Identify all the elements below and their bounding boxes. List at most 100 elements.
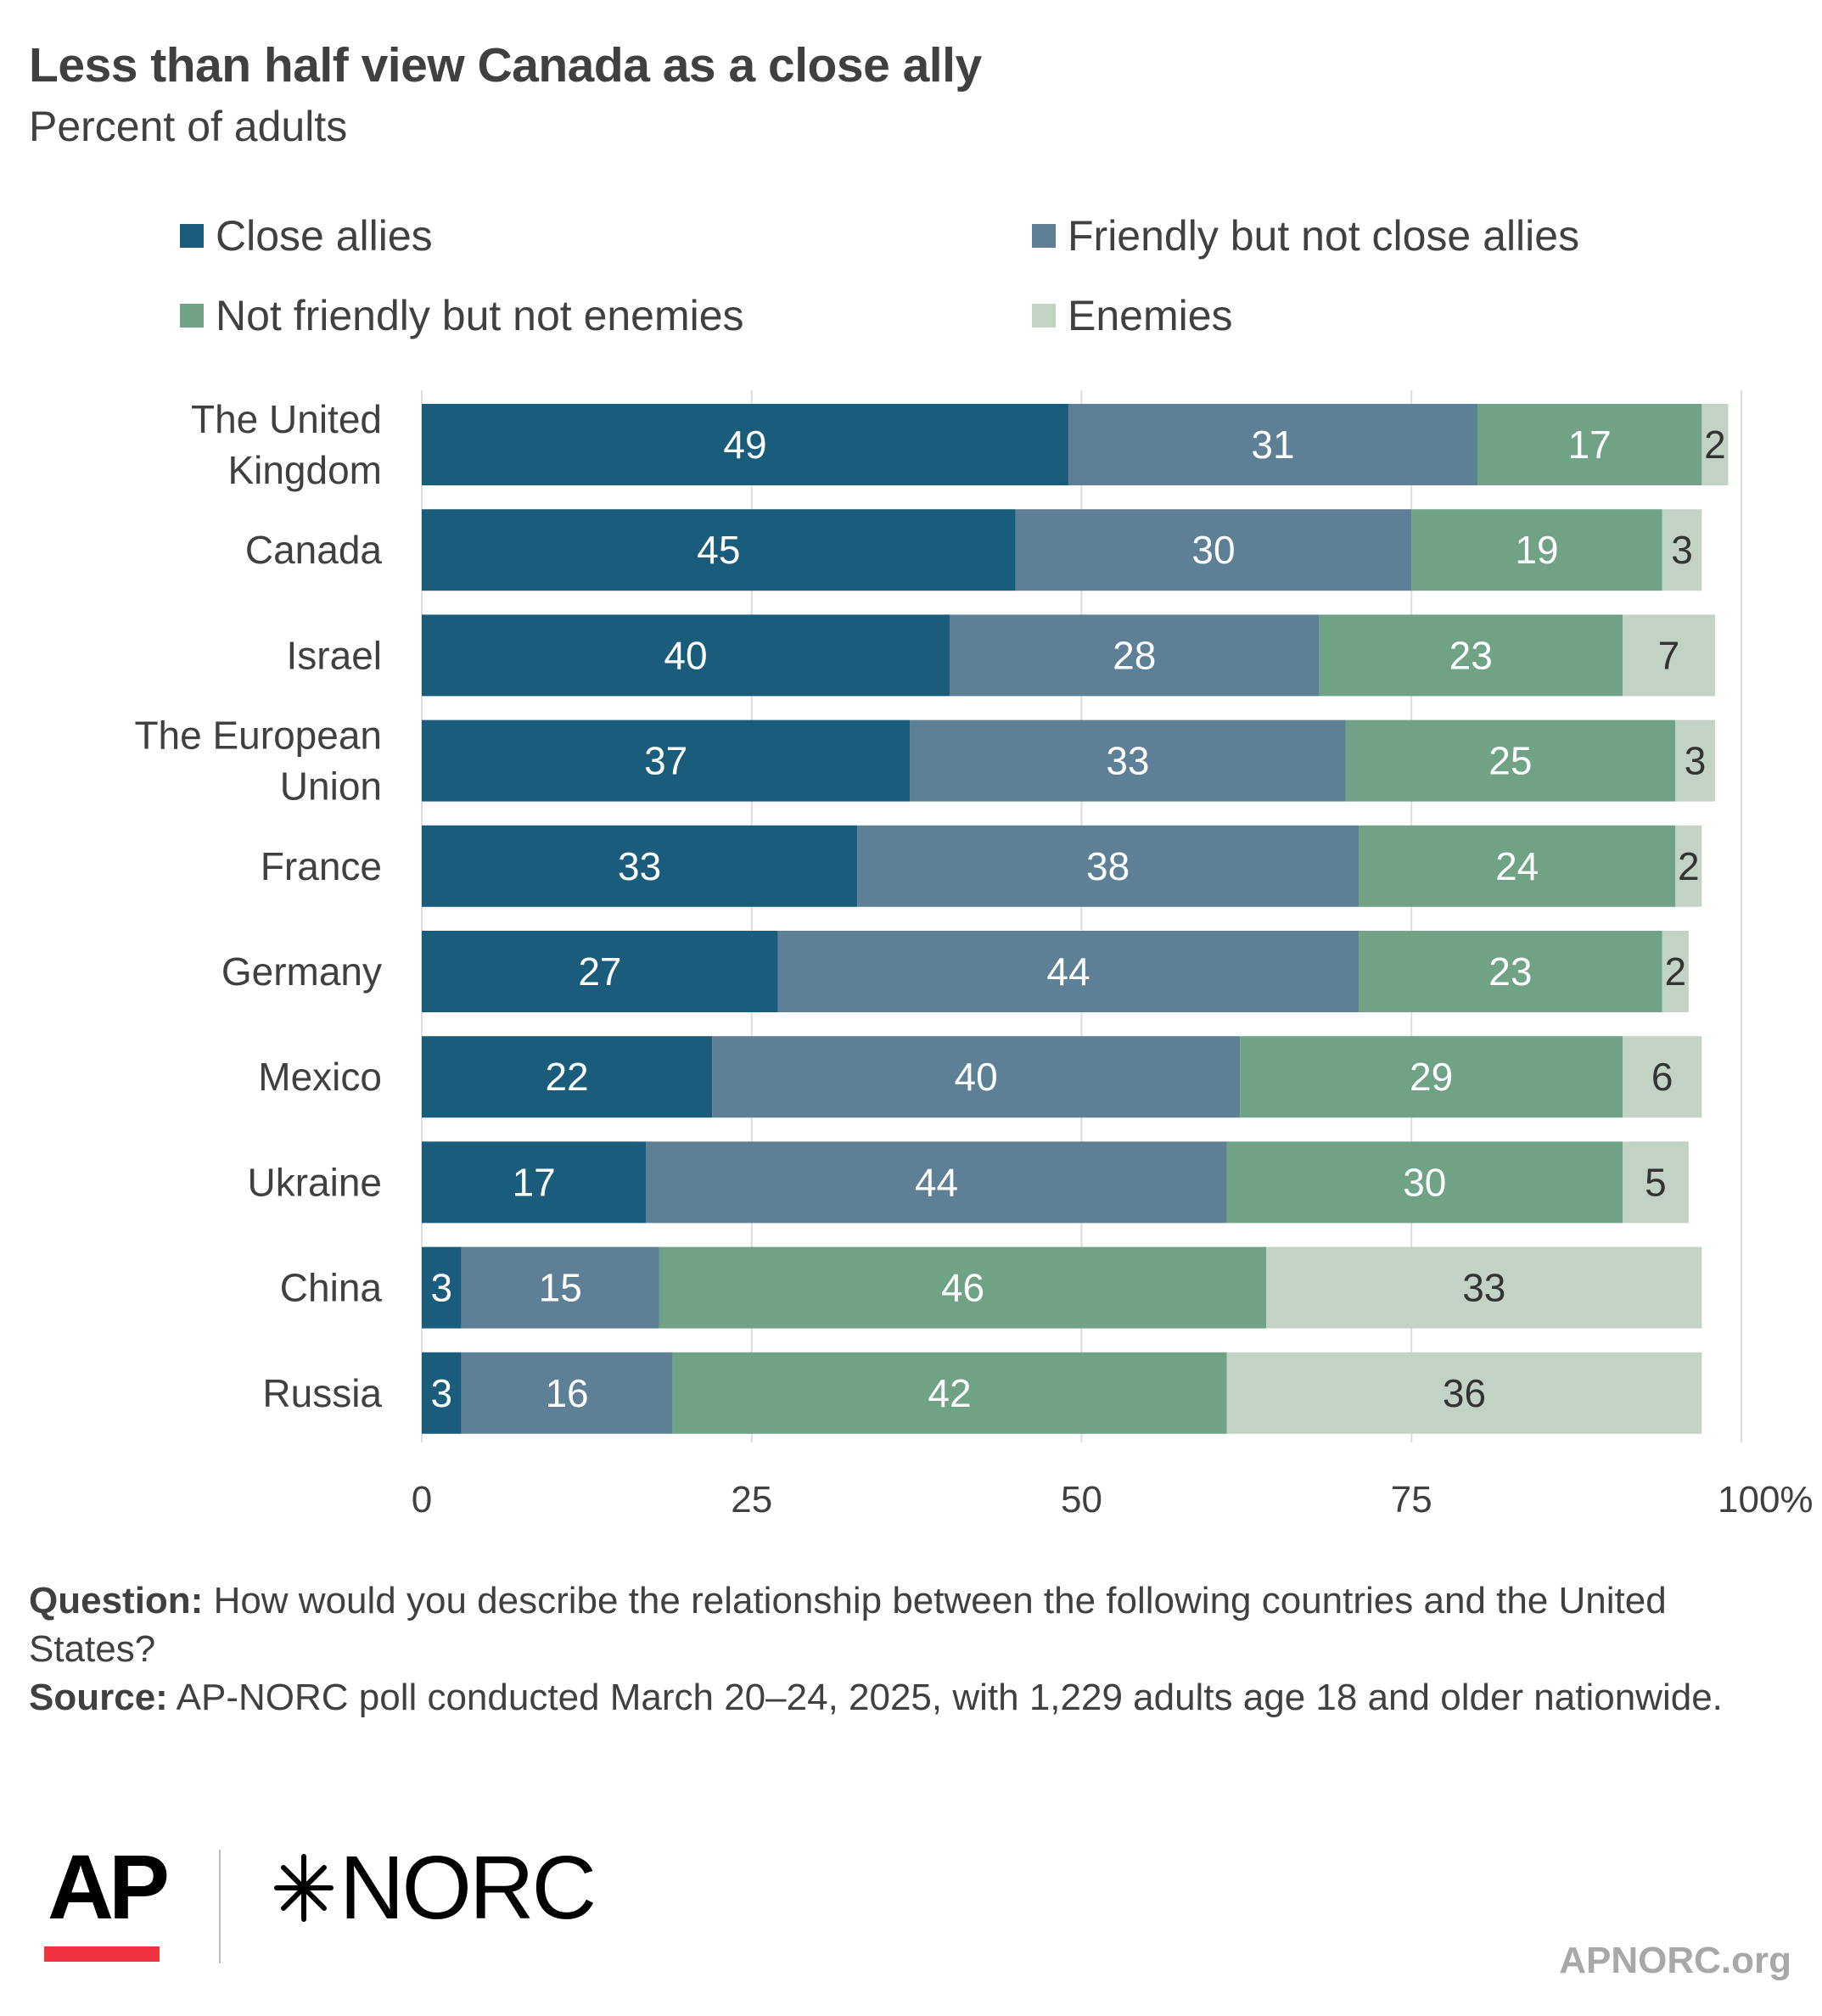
bar-segment <box>1623 1036 1702 1118</box>
data-label: 40 <box>955 1055 998 1099</box>
bar-segment <box>1477 404 1702 485</box>
category-label: Russia <box>262 1371 382 1415</box>
bar-segment <box>422 1352 462 1434</box>
bar-segment <box>1675 720 1715 802</box>
ap-logo: AP <box>48 1835 170 1938</box>
chart-title: Less than half view Canada as a close al… <box>29 38 982 92</box>
data-label: 33 <box>1462 1266 1505 1310</box>
legend-label: Friendly but not close allies <box>1068 212 1580 260</box>
data-label: 40 <box>664 633 707 677</box>
legend-item-not-friendly: Not friendly but not enemies <box>180 290 744 341</box>
bar-segment <box>1226 1352 1702 1434</box>
data-label: 19 <box>1515 528 1558 572</box>
question-label: Question: <box>29 1580 204 1621</box>
bar-segment <box>461 1246 659 1329</box>
data-label: 3 <box>431 1266 453 1310</box>
category-label: Union <box>280 764 382 809</box>
bar-segment <box>422 720 911 802</box>
data-label: 3 <box>431 1371 453 1415</box>
category-label: The European <box>134 714 382 758</box>
data-label: 2 <box>1664 949 1686 994</box>
x-tick-label: 25 <box>731 1479 772 1520</box>
data-label: 3 <box>1685 739 1707 783</box>
source-note: Source: AP-NORC poll conducted March 20–… <box>29 1673 1777 1722</box>
data-label: 23 <box>1449 633 1493 677</box>
legend-label: Not friendly but not enemies <box>216 292 744 339</box>
data-label: 29 <box>1410 1055 1453 1099</box>
site-url: APNORC.org <box>1559 1940 1791 1981</box>
bar-segment <box>1662 931 1689 1012</box>
data-label: 23 <box>1488 949 1532 994</box>
data-label: 27 <box>578 949 621 994</box>
data-label: 16 <box>545 1371 588 1415</box>
source-label: Source: <box>29 1677 168 1718</box>
bar-segment <box>712 1036 1241 1118</box>
question-note: Question: How would you describe the rel… <box>29 1576 1777 1673</box>
data-label: 24 <box>1495 844 1539 888</box>
bar-segment <box>422 1246 462 1329</box>
source-text: AP-NORC poll conducted March 20–24, 2025… <box>176 1677 1723 1718</box>
footnote: Question: How would you describe the rel… <box>29 1576 1777 1722</box>
data-label: 28 <box>1113 633 1156 677</box>
category-label: Germany <box>221 949 382 994</box>
category-label: Israel <box>287 633 382 677</box>
legend-swatch <box>1032 304 1056 328</box>
legend-swatch <box>1032 224 1056 248</box>
logo-divider <box>219 1850 221 1963</box>
question-text: How would you describe the relationship … <box>29 1580 1667 1670</box>
legend-item-enemies: Enemies <box>1032 290 1233 341</box>
bar-segment <box>1068 404 1477 485</box>
legend-swatch <box>180 304 204 328</box>
data-label: 38 <box>1086 844 1130 888</box>
bar-segment <box>1675 825 1702 907</box>
category-label: Mexico <box>258 1055 382 1099</box>
bar-segment <box>1359 931 1662 1012</box>
bar-segment <box>1319 614 1623 697</box>
bar-segment <box>422 1036 713 1118</box>
bar-segment <box>1701 404 1729 485</box>
bar-segment <box>672 1352 1227 1434</box>
bar-segment <box>422 614 950 697</box>
bar-segment <box>422 404 1068 485</box>
data-label: 30 <box>1403 1160 1446 1204</box>
data-label: 3 <box>1671 528 1693 572</box>
data-label: 42 <box>928 1371 971 1415</box>
bar-segment <box>1015 509 1412 591</box>
category-label: China <box>280 1266 383 1310</box>
chart-subtitle: Percent of adults <box>29 103 348 150</box>
category-label: Canada <box>245 528 383 572</box>
legend-item-close-allies: Close allies <box>180 210 433 261</box>
bar-segment <box>1359 825 1676 907</box>
bar-segment <box>1623 1141 1689 1224</box>
legend-label: Enemies <box>1068 292 1233 339</box>
bar-segment <box>1662 509 1702 591</box>
bar-segment <box>1345 720 1676 802</box>
x-tick-label: 75 <box>1391 1479 1432 1520</box>
legend-swatch <box>180 224 204 248</box>
bar-segment <box>1411 509 1662 591</box>
data-label: 45 <box>697 528 740 572</box>
data-label: 36 <box>1443 1371 1486 1415</box>
data-label: 17 <box>1568 423 1612 467</box>
data-label: 7 <box>1658 633 1680 677</box>
bar-segment <box>1226 1141 1623 1224</box>
x-tick-label: 100% <box>1718 1479 1814 1520</box>
data-label: 5 <box>1645 1160 1667 1204</box>
bar-segment <box>422 1141 647 1224</box>
bar-segment <box>777 931 1359 1012</box>
data-label: 25 <box>1488 739 1532 783</box>
data-label: 30 <box>1191 528 1235 572</box>
data-label: 31 <box>1251 423 1294 467</box>
bar-segment <box>950 614 1320 697</box>
category-label: The United <box>191 397 382 441</box>
data-label: 37 <box>644 739 687 783</box>
data-label: 2 <box>1704 423 1726 467</box>
data-label: 6 <box>1651 1055 1673 1099</box>
norc-star-icon <box>274 1854 334 1922</box>
data-label: 22 <box>545 1055 588 1099</box>
bar-segment <box>422 509 1016 591</box>
category-label: Kingdom <box>227 448 382 492</box>
data-label: 33 <box>618 844 661 888</box>
norc-logo: NORC <box>339 1838 597 1938</box>
